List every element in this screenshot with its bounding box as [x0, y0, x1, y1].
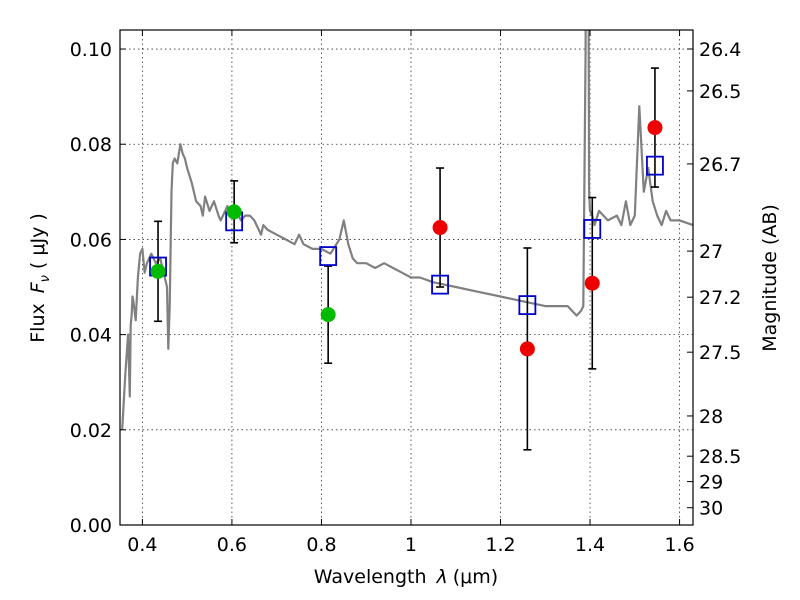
model-photometry-square: [319, 246, 338, 266]
axis-ticks: 0.4 0.6 0.8 1 1.2 1.4 1.6 0.00 0.02 0.04 0.06 0.08 0…: [70, 30, 741, 556]
y2-tick-label: 28: [699, 406, 723, 428]
y2-tick-label: 27: [699, 241, 723, 263]
x-tick-label: 1.4: [575, 534, 605, 556]
y2-tick-label: 26.7: [699, 154, 741, 176]
x-tick-label: 1.2: [485, 534, 515, 556]
observed-point: [432, 220, 448, 236]
y2-tick-label: 26.5: [699, 81, 741, 103]
x-tick-label: 0.6: [217, 534, 247, 556]
y-tick-label: 0.00: [70, 515, 112, 537]
y2-tick-label: 27.5: [699, 342, 741, 364]
observed-point: [647, 120, 663, 136]
x-tick-label: 0.8: [306, 534, 336, 556]
y2-tick-label: 30: [699, 498, 723, 520]
y-tick-label: 0.08: [70, 134, 112, 156]
model-photometry-square: [518, 295, 537, 316]
model-photometry-square: [431, 274, 449, 295]
y2-tick-label: 26.4: [699, 39, 741, 61]
x-tick-label: 1: [405, 534, 417, 556]
observed-point: [584, 275, 600, 291]
observed-point: [150, 263, 166, 279]
model-photometry-square: [646, 155, 664, 176]
plot-frame: [119, 29, 694, 526]
y-tick-label: 0.02: [70, 420, 112, 442]
x-axis-title: Wavelength λ (μm): [314, 566, 498, 588]
y2-tick-label: 29: [699, 472, 723, 494]
data-markers: [149, 67, 664, 451]
observed-point: [519, 341, 535, 357]
x-tick-label: 1.6: [664, 534, 694, 556]
plot-area: [121, 30, 693, 430]
observed-point: [226, 204, 242, 220]
model-photometry-square: [583, 219, 602, 239]
y-tick-label: 0.04: [70, 325, 112, 347]
y2-axis-title: Magnitude (AB): [759, 204, 781, 352]
y2-tick-label: 27.2: [699, 287, 741, 309]
template-spectrum-line: [121, 30, 693, 430]
x-tick-label: 0.4: [127, 534, 157, 556]
y-tick-label: 0.06: [70, 229, 112, 251]
y-axis-title: FluxFν( μJy ): [27, 213, 53, 343]
y-tick-label: 0.10: [70, 39, 112, 61]
observed-point: [320, 307, 336, 323]
y2-tick-label: 28.5: [699, 446, 741, 468]
